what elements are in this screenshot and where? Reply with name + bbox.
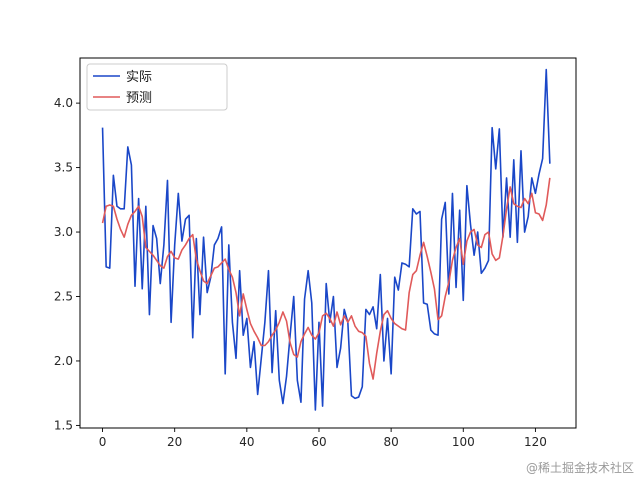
- x-tick-label: 120: [524, 435, 547, 449]
- y-tick-label: 1.5: [54, 418, 73, 432]
- y-tick-label: 2.5: [54, 290, 73, 304]
- x-tick-label: 20: [167, 435, 182, 449]
- legend: 实际 预测: [86, 63, 228, 111]
- series-line-predicted: [101, 177, 551, 380]
- y-tick-label: 3.5: [54, 161, 73, 175]
- series-line-actual: [101, 68, 551, 411]
- y-tick-label: 3.0: [54, 225, 73, 239]
- x-tick-label: 40: [239, 435, 254, 449]
- legend-label-actual: 实际: [126, 70, 152, 85]
- axis-layer: 0 20 40 60 80 100 120 1.5 2.0 2.5 3.0 3.5 4.0: [54, 96, 547, 449]
- x-tick-label: 100: [452, 435, 475, 449]
- y-tick-label: 2.0: [54, 354, 73, 368]
- y-tick-label: 4.0: [54, 96, 73, 110]
- legend-box: [86, 63, 228, 111]
- plot-frame: [79, 57, 577, 429]
- legend-label-predicted: 预测: [126, 91, 152, 106]
- x-tick-label: 60: [311, 435, 326, 449]
- x-tick-label: 80: [383, 435, 398, 449]
- x-tick-label: 0: [99, 435, 107, 449]
- watermark-text: @稀土掘金技术社区: [526, 460, 634, 475]
- series-layer: [101, 68, 551, 411]
